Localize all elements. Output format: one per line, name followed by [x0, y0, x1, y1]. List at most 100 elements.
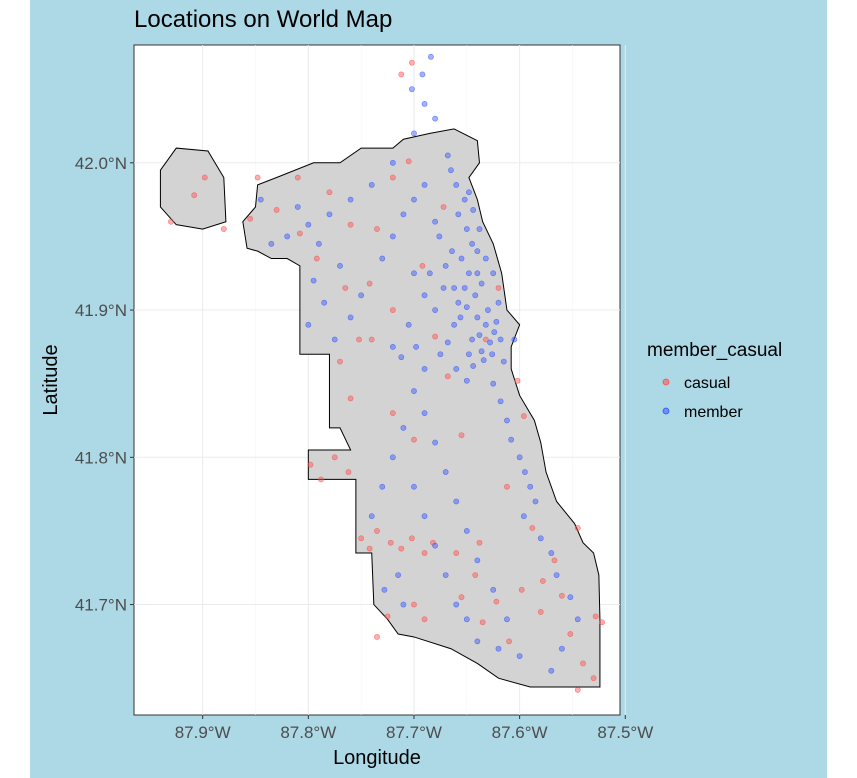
member-point: [444, 152, 451, 159]
casual-point: [514, 377, 521, 384]
member-point: [453, 601, 460, 608]
member-point: [553, 572, 560, 579]
member-point: [463, 377, 470, 384]
member-point: [432, 218, 439, 225]
casual-point: [389, 174, 396, 181]
city-boundary: [242, 128, 601, 688]
casual-point: [168, 218, 174, 225]
casual-point: [590, 675, 597, 682]
member-point: [389, 159, 396, 166]
member-point: [294, 204, 301, 210]
member-point: [490, 270, 497, 277]
casual-point: [254, 174, 261, 181]
x-tick-label: 87.5°W: [597, 723, 653, 742]
casual-point: [537, 609, 544, 615]
member-point: [520, 513, 527, 520]
legend: member_casual casual member: [647, 340, 782, 421]
member-point: [527, 483, 534, 490]
member-point: [421, 410, 428, 417]
casual-point: [307, 461, 314, 468]
member-point: [398, 354, 405, 361]
member-point: [411, 130, 417, 137]
member-point: [470, 363, 477, 369]
casual-point: [374, 634, 380, 640]
member-point: [548, 550, 555, 556]
member-point: [455, 299, 462, 306]
casual-point: [432, 333, 439, 340]
casual-point: [421, 550, 428, 556]
casual-point: [374, 226, 380, 232]
member-point: [389, 233, 396, 240]
member-point: [257, 196, 264, 203]
member-point: [466, 351, 472, 358]
member-point: [321, 299, 328, 306]
member-point: [469, 240, 475, 247]
member-point: [427, 53, 434, 60]
member-point: [451, 321, 458, 328]
member-point: [474, 248, 481, 255]
member-point: [453, 181, 460, 188]
casual-point: [419, 262, 426, 269]
member-point: [455, 211, 462, 218]
member-point: [504, 616, 510, 623]
legend-swatch-casual: [662, 378, 670, 386]
member-point: [421, 101, 428, 107]
casual-point: [331, 454, 338, 461]
casual-point: [220, 226, 227, 232]
casual-point: [520, 413, 527, 419]
x-tick-label: 87.6°W: [492, 723, 548, 742]
member-point: [516, 454, 523, 461]
casual-point: [398, 545, 405, 552]
member-point: [436, 233, 443, 240]
member-point: [381, 586, 388, 593]
member-point: [466, 189, 472, 196]
casual-point: [358, 535, 365, 542]
casual-point: [247, 215, 254, 222]
member-point: [347, 196, 354, 203]
legend-label-casual: casual: [684, 375, 730, 392]
member-point: [516, 653, 523, 659]
member-point: [474, 557, 481, 564]
member-point: [463, 616, 470, 623]
casual-point: [405, 158, 412, 165]
member-point: [437, 351, 444, 358]
member-point: [448, 167, 454, 174]
member-point: [482, 321, 489, 328]
member-point: [411, 388, 417, 394]
member-point: [537, 535, 544, 542]
member-point: [358, 292, 365, 299]
member-point: [451, 285, 458, 291]
member-point: [522, 469, 528, 475]
member-point: [408, 86, 415, 93]
x-tick-label: 87.7°W: [386, 723, 442, 742]
casual-point: [458, 432, 465, 439]
casual-point: [345, 469, 352, 475]
member-point: [337, 262, 343, 269]
casual-point: [387, 539, 394, 546]
member-point: [389, 454, 396, 461]
member-point: [368, 181, 375, 188]
casual-point: [592, 613, 599, 620]
casual-point: [479, 619, 486, 626]
member-point: [268, 240, 275, 247]
member-point: [493, 318, 500, 325]
member-point: [453, 498, 460, 505]
casual-point: [472, 572, 479, 579]
casual-point: [506, 638, 512, 645]
member-point: [476, 332, 483, 338]
legend-title: member_casual: [647, 340, 782, 361]
casual-point: [421, 616, 428, 623]
casual-point: [366, 280, 373, 287]
member-point: [478, 348, 485, 355]
casual-point: [458, 594, 465, 601]
member-point: [347, 314, 354, 321]
member-point: [411, 196, 417, 203]
member-point: [466, 270, 472, 277]
member-point: [368, 513, 375, 520]
ticks: 87.9°W 87.8°W 87.7°W 87.6°W 87.5°W 42.0°N 41.9…: [75, 154, 653, 742]
member-point: [421, 366, 428, 372]
member-point: [574, 616, 581, 623]
casual-point: [411, 601, 417, 608]
casual-point: [389, 410, 396, 417]
